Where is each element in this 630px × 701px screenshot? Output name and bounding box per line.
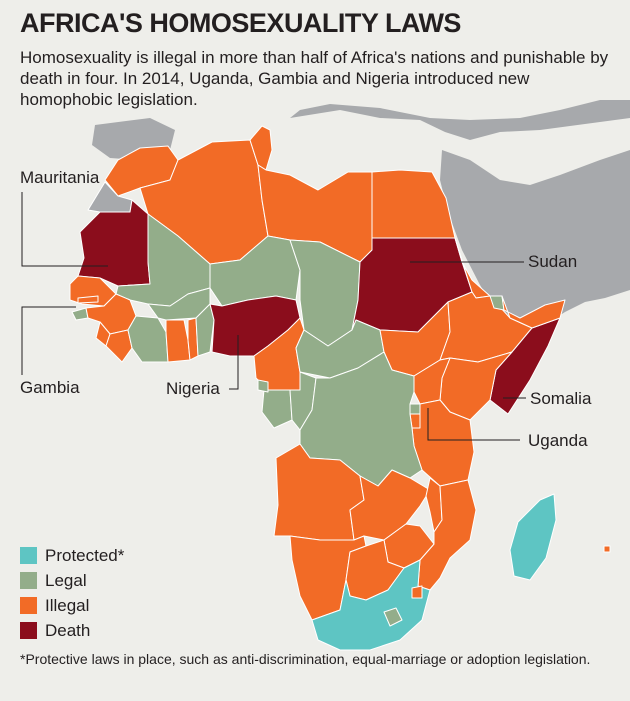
legend-item-protected: Protected* — [20, 543, 124, 568]
country-ivory-coast — [127, 315, 169, 363]
label-mauritania: Mauritania — [20, 168, 100, 187]
country-togo — [187, 317, 199, 361]
label-uganda: Uganda — [528, 431, 588, 450]
country-gambia — [77, 295, 99, 304]
country-benin — [195, 303, 215, 357]
footnote: *Protective laws in place, such as anti-… — [20, 651, 591, 667]
map-subtitle: Homosexuality is illegal in more than ha… — [20, 48, 609, 109]
leader-lines — [21, 192, 526, 441]
legend: Protected* Legal Illegal Death — [20, 543, 124, 643]
country-guinea-bissau — [71, 307, 89, 321]
legend-item-death: Death — [20, 618, 124, 643]
country-ghana — [165, 319, 191, 363]
country-madagascar — [509, 493, 557, 581]
country-mauritania — [77, 199, 151, 287]
legend-swatch-death — [20, 622, 37, 639]
leader-gambia — [21, 306, 76, 375]
country-uganda — [413, 357, 451, 405]
label-somalia: Somalia — [530, 389, 592, 408]
legend-label: Illegal — [45, 595, 90, 615]
country-south-africa — [311, 559, 431, 651]
legend-swatch-protected — [20, 547, 37, 564]
leader-nigeria — [229, 335, 239, 390]
leader-uganda — [427, 408, 520, 441]
legend-label: Death — [45, 620, 91, 640]
legend-item-legal: Legal — [20, 568, 124, 593]
country-lesotho — [383, 607, 403, 627]
country-somaliland — [501, 295, 566, 329]
landmass-middle-east — [440, 150, 630, 335]
label-gambia: Gambia — [20, 378, 80, 397]
leader-mauritania — [21, 192, 108, 267]
label-sudan: Sudan — [528, 252, 578, 271]
legend-item-illegal: Illegal — [20, 593, 124, 618]
country-swaziland — [411, 585, 423, 599]
legend-label: Protected* — [45, 545, 125, 565]
legend-swatch-legal — [20, 572, 37, 589]
legend-swatch-illegal — [20, 597, 37, 614]
landmass-europe — [290, 100, 630, 140]
country-rwanda — [409, 403, 421, 415]
country-liberia — [105, 329, 133, 363]
country-mauritius — [603, 545, 611, 553]
country-equatorial-guinea — [257, 379, 269, 393]
label-nigeria: Nigeria — [166, 379, 220, 398]
country-gabon — [261, 389, 293, 429]
legend-label: Legal — [45, 570, 87, 590]
map-title: AFRICA'S HOMOSEXUALITY LAWS — [20, 8, 461, 38]
